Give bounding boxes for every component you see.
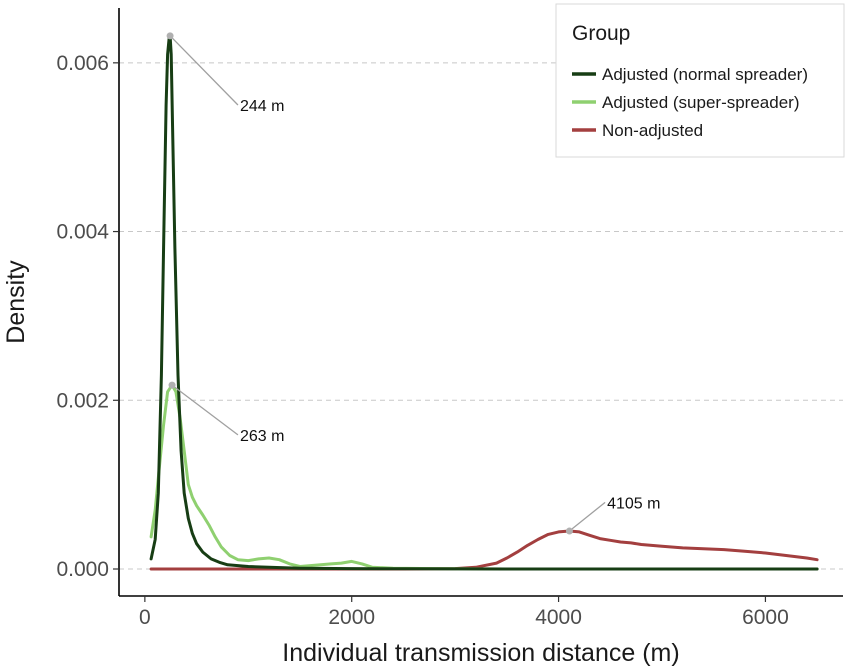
annotation-label: 244 m bbox=[240, 98, 284, 115]
x-tick-label: 0 bbox=[139, 606, 151, 629]
annotation-label: 263 m bbox=[240, 428, 284, 445]
y-tick-label: 0.000 bbox=[56, 558, 109, 581]
legend-entries: Adjusted (normal spreader) Adjusted (supe… bbox=[572, 65, 808, 140]
axes bbox=[118, 8, 843, 597]
legend-box bbox=[555, 3, 845, 158]
annotation-peak-point bbox=[168, 381, 176, 389]
legend-label: Adjusted (super-spreader) bbox=[602, 93, 799, 112]
y-axis-title: Density bbox=[2, 260, 30, 344]
annotation-peak-point bbox=[565, 527, 573, 535]
peak-annotations: 244 m 263 m 4105 m bbox=[166, 32, 660, 535]
y-tick-label: 0.006 bbox=[56, 52, 109, 75]
x-tick-label: 6000 bbox=[742, 606, 789, 629]
legend: Group Adjusted (normal spreader)Adjusted… bbox=[555, 3, 845, 158]
annotation-leader-line bbox=[169, 35, 239, 106]
legend-title: Group bbox=[572, 22, 630, 45]
x-tick-label: 2000 bbox=[328, 606, 375, 629]
tick-labels: 0.000 0.002 0.004 0.006 0 2000 4000 6000 bbox=[56, 52, 788, 629]
annotation-leader-line bbox=[171, 384, 239, 436]
annotation-label: 4105 m bbox=[607, 495, 660, 512]
y-tick-label: 0.002 bbox=[56, 389, 109, 412]
x-axis-title: Individual transmission distance (m) bbox=[282, 639, 679, 667]
annotation-peak-point bbox=[166, 32, 174, 40]
series-line-1 bbox=[149, 34, 819, 571]
series-line-3 bbox=[149, 529, 819, 571]
annotation-leader-line bbox=[569, 501, 606, 532]
legend-label: Non-adjusted bbox=[602, 121, 703, 140]
series-lines bbox=[149, 34, 819, 571]
y-tick-label: 0.004 bbox=[56, 221, 109, 244]
x-tick-label: 4000 bbox=[535, 606, 582, 629]
legend-label: Adjusted (normal spreader) bbox=[602, 65, 808, 84]
series-line-2 bbox=[149, 383, 819, 571]
